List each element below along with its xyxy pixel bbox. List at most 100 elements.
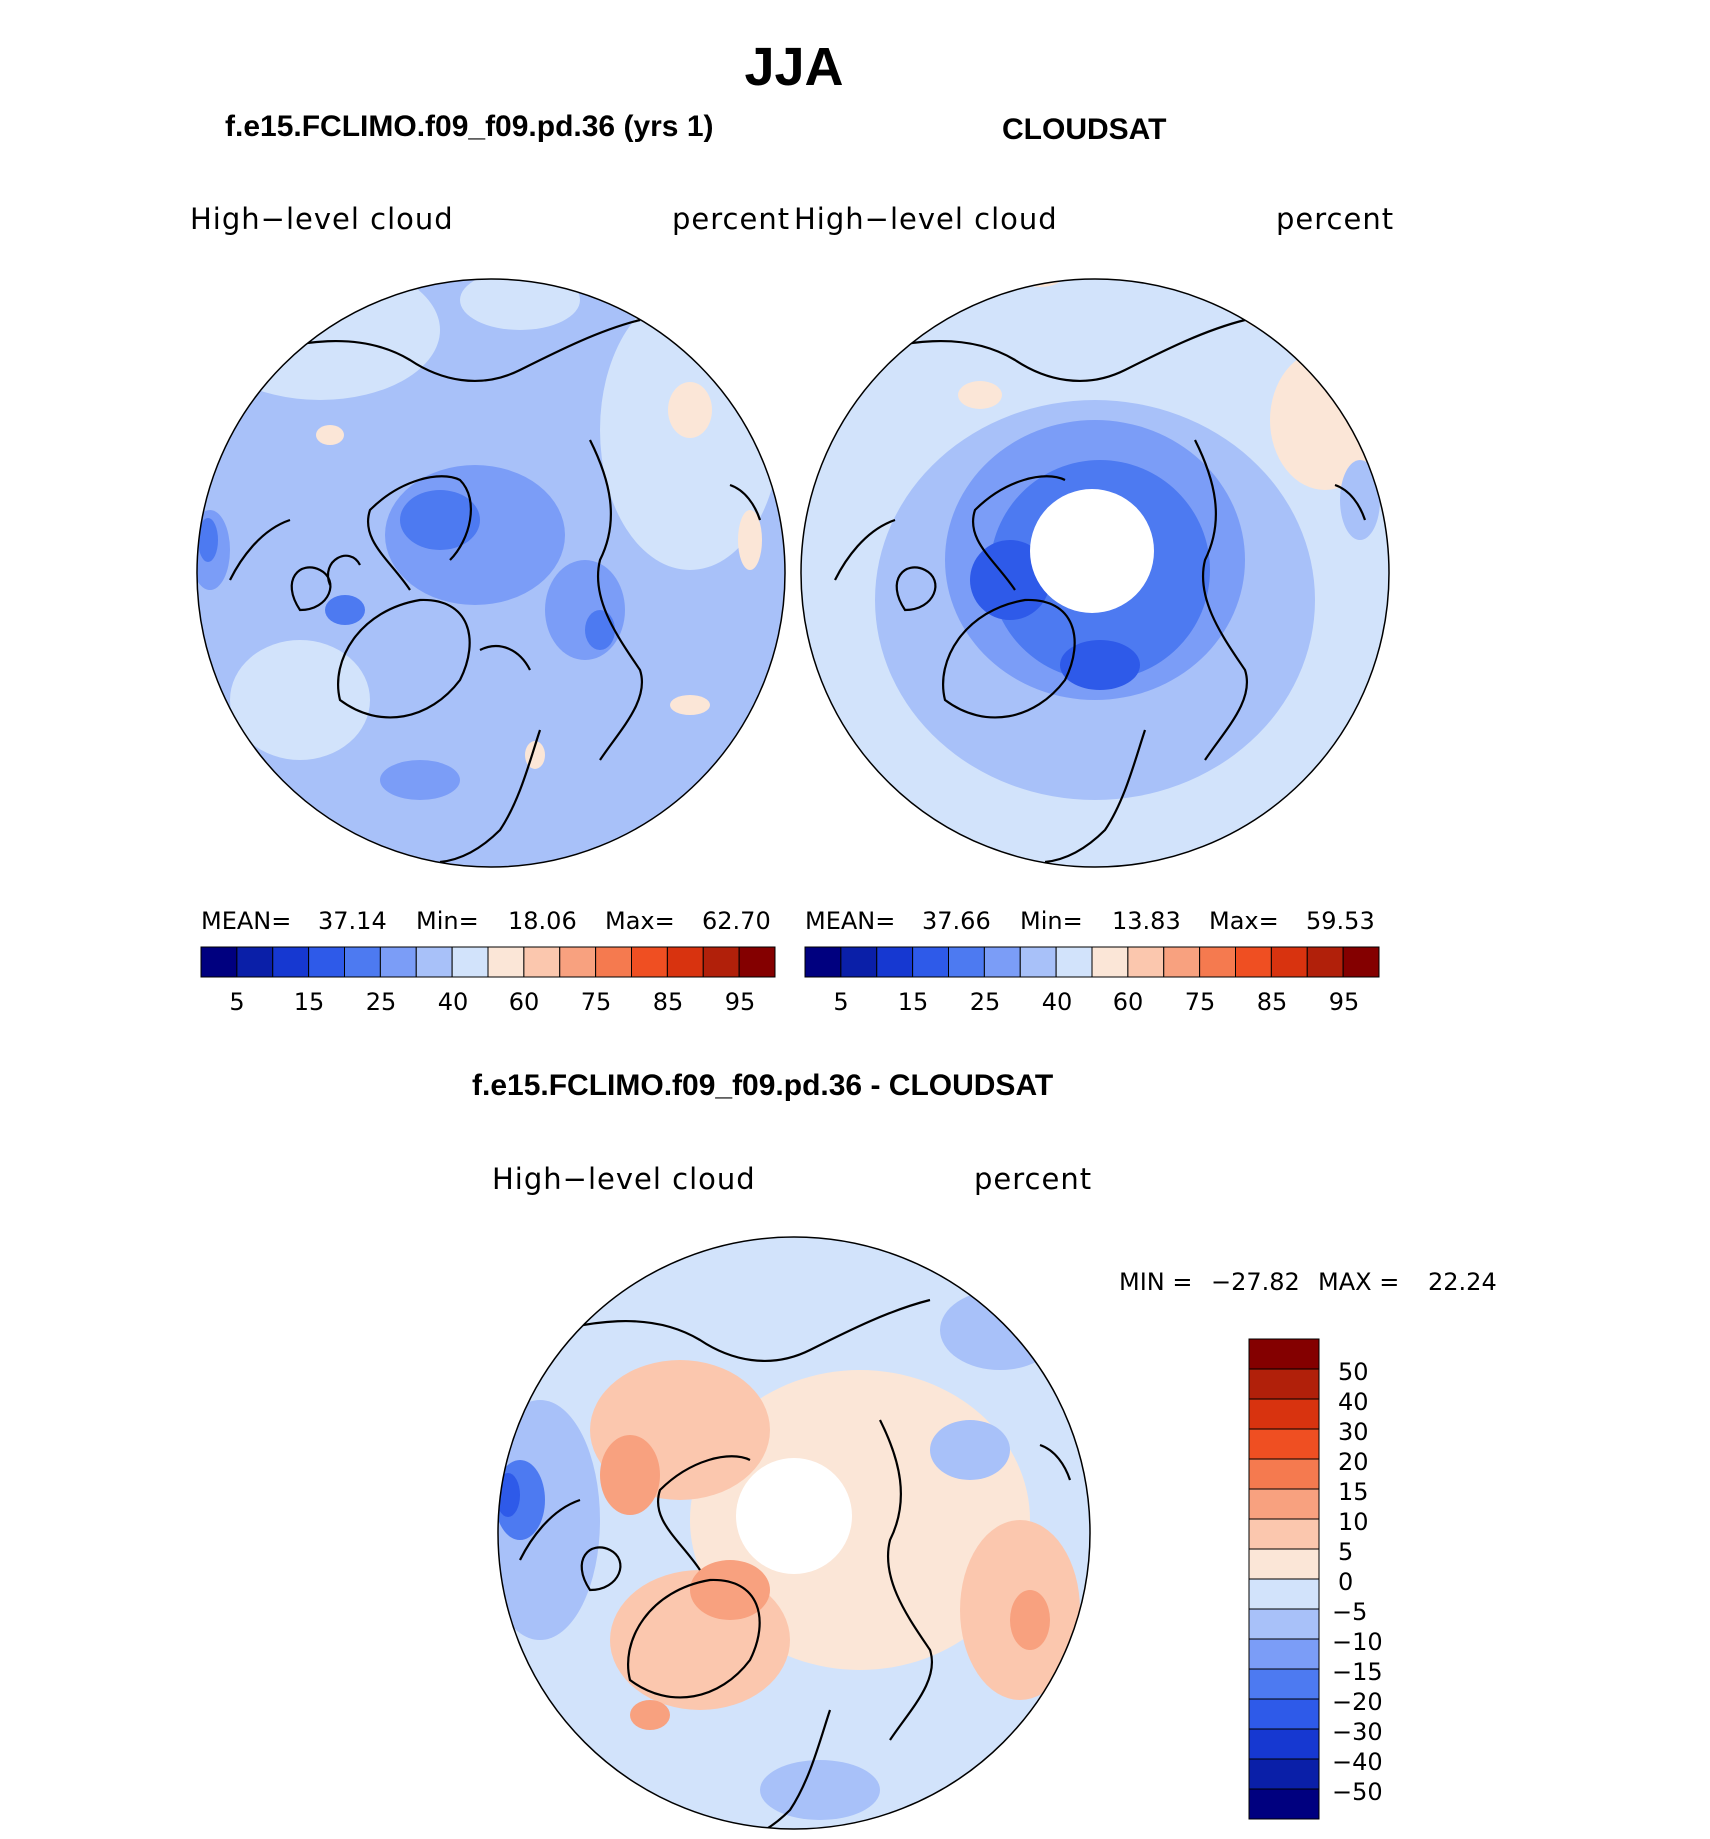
colorbar-panel1-swatch xyxy=(415,946,453,978)
panel1-colorbar-tick: 75 xyxy=(580,988,612,1016)
colorbar-panel3-swatch xyxy=(1248,1728,1320,1760)
panel3-colorbar-tick: −40 xyxy=(1332,1748,1383,1776)
panel3-min-value: −27.82 xyxy=(1211,1268,1300,1296)
panel3-colorbar-tick: −10 xyxy=(1332,1628,1383,1656)
panel1-max-value: 62.70 xyxy=(702,907,771,935)
panel1-variable-label: High−level cloud xyxy=(190,202,454,236)
coastlines-panel1 xyxy=(229,318,762,864)
panel2-colorbar-tick: 75 xyxy=(1184,988,1216,1016)
panel1-colorbar-tick: 40 xyxy=(437,988,469,1016)
panel3-colorbar-tick: 5 xyxy=(1338,1538,1354,1566)
panel3-colorbar-tick: 15 xyxy=(1338,1478,1369,1506)
colorbar-panel3-swatch xyxy=(1248,1668,1320,1700)
panel1-colorbar-tick: 25 xyxy=(365,988,397,1016)
panel2-colorbar-tick: 60 xyxy=(1112,988,1144,1016)
colorbar-panel1 xyxy=(200,946,776,978)
colorbar-panel2-swatch xyxy=(1163,946,1201,978)
panel2-colorbar-tick: 95 xyxy=(1328,988,1360,1016)
panel3-max-label: MAX = xyxy=(1318,1268,1400,1296)
panel2-max-label: Max= xyxy=(1209,907,1279,935)
colorbar-panel3-swatch xyxy=(1248,1458,1320,1490)
colorbar-panel1-swatch xyxy=(379,946,417,978)
panel3-min-label: MIN = xyxy=(1119,1268,1193,1296)
coastlines-panel3 xyxy=(519,1298,1072,1829)
figure-title: JJA xyxy=(744,37,844,97)
panel1-colorbar-tick: 60 xyxy=(508,988,540,1016)
colorbar-panel2-swatch xyxy=(1199,946,1236,978)
panel1-mean-label: MEAN= xyxy=(201,907,292,935)
panel1-colorbar-tick: 5 xyxy=(229,988,245,1016)
colorbar-panel3-swatch xyxy=(1248,1428,1320,1460)
colorbar-panel3-swatch xyxy=(1248,1368,1320,1400)
colorbar-panel3 xyxy=(1248,1338,1320,1820)
panel3-colorbar-tick: −15 xyxy=(1332,1658,1383,1686)
colorbar-panel2-swatch xyxy=(1270,946,1308,978)
map-panel2 xyxy=(801,279,1389,867)
colorbar-panel2-swatch xyxy=(983,946,1021,978)
colorbar-panel1-swatch xyxy=(200,946,238,978)
panel2-units-label: percent xyxy=(1276,202,1395,236)
colorbar-panel3-swatch xyxy=(1248,1578,1320,1610)
colorbar-panel3-swatch xyxy=(1248,1398,1320,1430)
panel1-units-label: percent xyxy=(672,202,791,236)
colorbar-panel3-swatch xyxy=(1248,1548,1320,1580)
panel2-mean-value: 37.66 xyxy=(922,907,991,935)
panel3-colorbar-tick: 40 xyxy=(1338,1388,1369,1416)
panel3-colorbar-tick: 10 xyxy=(1338,1508,1369,1536)
colorbar-panel2-swatch xyxy=(876,946,914,978)
panel2-colorbar-tick: 85 xyxy=(1256,988,1288,1016)
panel2-title: CLOUDSAT xyxy=(1002,113,1167,146)
colorbar-panel1-swatch xyxy=(666,946,704,978)
colorbar-panel3-swatch xyxy=(1248,1608,1320,1640)
panel3-colorbar-tick: 50 xyxy=(1338,1358,1369,1386)
colorbar-panel3-swatch xyxy=(1248,1758,1320,1790)
map-panel3 xyxy=(498,1237,1090,1829)
panel1-colorbar-tick: 85 xyxy=(652,988,684,1016)
panel2-colorbar-tick: 25 xyxy=(969,988,1001,1016)
panel1-min-label: Min= xyxy=(416,907,479,935)
coastlines-panel2 xyxy=(834,318,1367,864)
panel2-min-value: 13.83 xyxy=(1112,907,1181,935)
colorbar-panel2-swatch xyxy=(1055,946,1093,978)
panel3-colorbar-tick: −30 xyxy=(1332,1718,1383,1746)
panel3-colorbar-tick: 0 xyxy=(1338,1568,1354,1596)
colorbar-panel1-swatch xyxy=(631,946,668,978)
panel3-colorbar-tick: 30 xyxy=(1338,1418,1369,1446)
panel1-mean-value: 37.14 xyxy=(318,907,387,935)
panel2-min-label: Min= xyxy=(1020,907,1083,935)
colorbar-panel2-swatch xyxy=(804,946,842,978)
colorbar-panel3-swatch xyxy=(1248,1788,1320,1820)
panel1-colorbar-tick: 95 xyxy=(724,988,756,1016)
colorbar-panel2 xyxy=(804,946,1380,978)
panel2-colorbar-tick: 15 xyxy=(897,988,929,1016)
colorbar-panel1-swatch xyxy=(487,946,525,978)
panel3-colorbar-tick: −5 xyxy=(1332,1598,1368,1626)
colorbar-panel1-swatch xyxy=(702,946,740,978)
colorbar-panel3-swatch xyxy=(1248,1338,1320,1370)
colorbar-panel1-swatch xyxy=(559,946,597,978)
panel3-colorbar-tick: 20 xyxy=(1338,1448,1369,1476)
panel3-units-label: percent xyxy=(974,1162,1093,1196)
panel2-mean-label: MEAN= xyxy=(805,907,896,935)
colorbar-panel1-swatch xyxy=(595,946,632,978)
colorbar-panel2-swatch xyxy=(1306,946,1344,978)
colorbar-panel2-swatch xyxy=(1127,946,1165,978)
colorbar-panel1-swatch xyxy=(344,946,381,978)
panel1-max-label: Max= xyxy=(605,907,675,935)
colorbar-panel1-swatch xyxy=(451,946,489,978)
panel2-colorbar-tick: 40 xyxy=(1041,988,1073,1016)
colorbar-panel3-swatch xyxy=(1248,1638,1320,1670)
colorbar-panel3-swatch xyxy=(1248,1518,1320,1550)
panel1-colorbar-tick: 15 xyxy=(293,988,325,1016)
colorbar-panel1-swatch xyxy=(236,946,274,978)
panel3-max-value: 22.24 xyxy=(1428,1268,1497,1296)
panel1-title: f.e15.FCLIMO.f09_f09.pd.36 (yrs 1) xyxy=(225,110,714,143)
colorbar-panel3-swatch xyxy=(1248,1698,1320,1730)
colorbar-panel1-swatch xyxy=(272,946,310,978)
colorbar-panel2-swatch xyxy=(948,946,985,978)
colorbar-panel2-swatch xyxy=(1091,946,1129,978)
colorbar-panel1-swatch xyxy=(738,946,776,978)
panel2-variable-label: High−level cloud xyxy=(794,202,1058,236)
colorbar-panel2-swatch xyxy=(1235,946,1272,978)
